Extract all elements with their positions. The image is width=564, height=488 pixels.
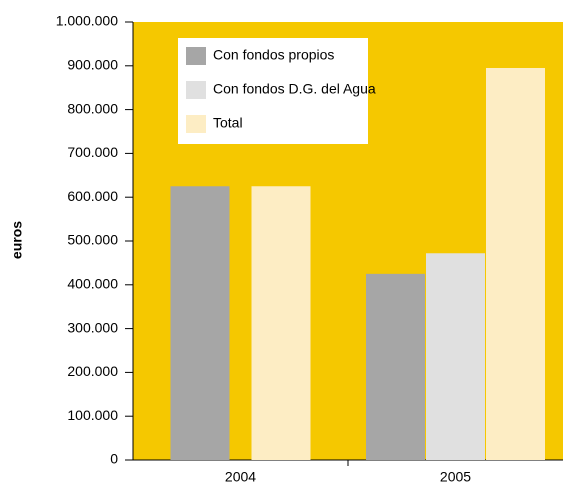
legend-swatch — [186, 47, 206, 65]
y-tick-label: 500.000 — [67, 232, 118, 248]
bar — [251, 186, 311, 460]
y-tick-label: 0 — [110, 451, 118, 467]
legend-swatch — [186, 115, 206, 133]
x-tick-label: 2004 — [225, 469, 256, 483]
y-axis-label: euros — [9, 221, 25, 259]
bar — [426, 253, 485, 460]
bar — [486, 67, 545, 461]
bar — [170, 186, 230, 460]
y-tick-label: 700.000 — [67, 144, 118, 160]
y-tick-label: 900.000 — [67, 57, 118, 73]
y-tick-label: 100.000 — [67, 407, 118, 423]
legend-label: Total — [213, 115, 243, 131]
y-tick-label: 300.000 — [67, 319, 118, 335]
legend-label: Con fondos D.G. del Agua — [213, 81, 376, 97]
bar — [366, 273, 425, 460]
y-tick-label: 600.000 — [67, 188, 118, 204]
legend-swatch — [186, 81, 206, 99]
y-tick-label: 200.000 — [67, 363, 118, 379]
legend-label: Con fondos propios — [213, 47, 334, 63]
legend-box — [178, 38, 368, 144]
x-tick-label: 2005 — [440, 469, 471, 483]
y-tick-label: 800.000 — [67, 100, 118, 116]
y-tick-label: 1.000.000 — [56, 13, 118, 29]
y-tick-label: 400.000 — [67, 276, 118, 292]
